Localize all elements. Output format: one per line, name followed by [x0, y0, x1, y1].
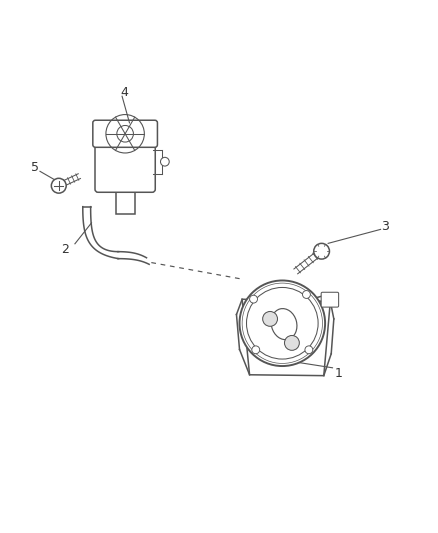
- FancyBboxPatch shape: [116, 185, 135, 214]
- Circle shape: [51, 179, 66, 193]
- Circle shape: [314, 244, 329, 259]
- Circle shape: [240, 280, 325, 366]
- Circle shape: [305, 346, 313, 354]
- FancyBboxPatch shape: [93, 120, 157, 147]
- Text: 5: 5: [31, 161, 39, 174]
- Circle shape: [263, 311, 278, 326]
- Circle shape: [160, 157, 169, 166]
- Circle shape: [250, 295, 258, 303]
- Circle shape: [303, 290, 311, 298]
- Circle shape: [285, 335, 299, 350]
- Text: 1: 1: [335, 367, 343, 380]
- Polygon shape: [242, 299, 330, 376]
- Circle shape: [252, 346, 260, 354]
- Text: 3: 3: [381, 220, 389, 233]
- Text: 2: 2: [61, 244, 69, 256]
- FancyBboxPatch shape: [95, 140, 155, 192]
- FancyBboxPatch shape: [321, 292, 339, 307]
- Text: 4: 4: [120, 86, 128, 99]
